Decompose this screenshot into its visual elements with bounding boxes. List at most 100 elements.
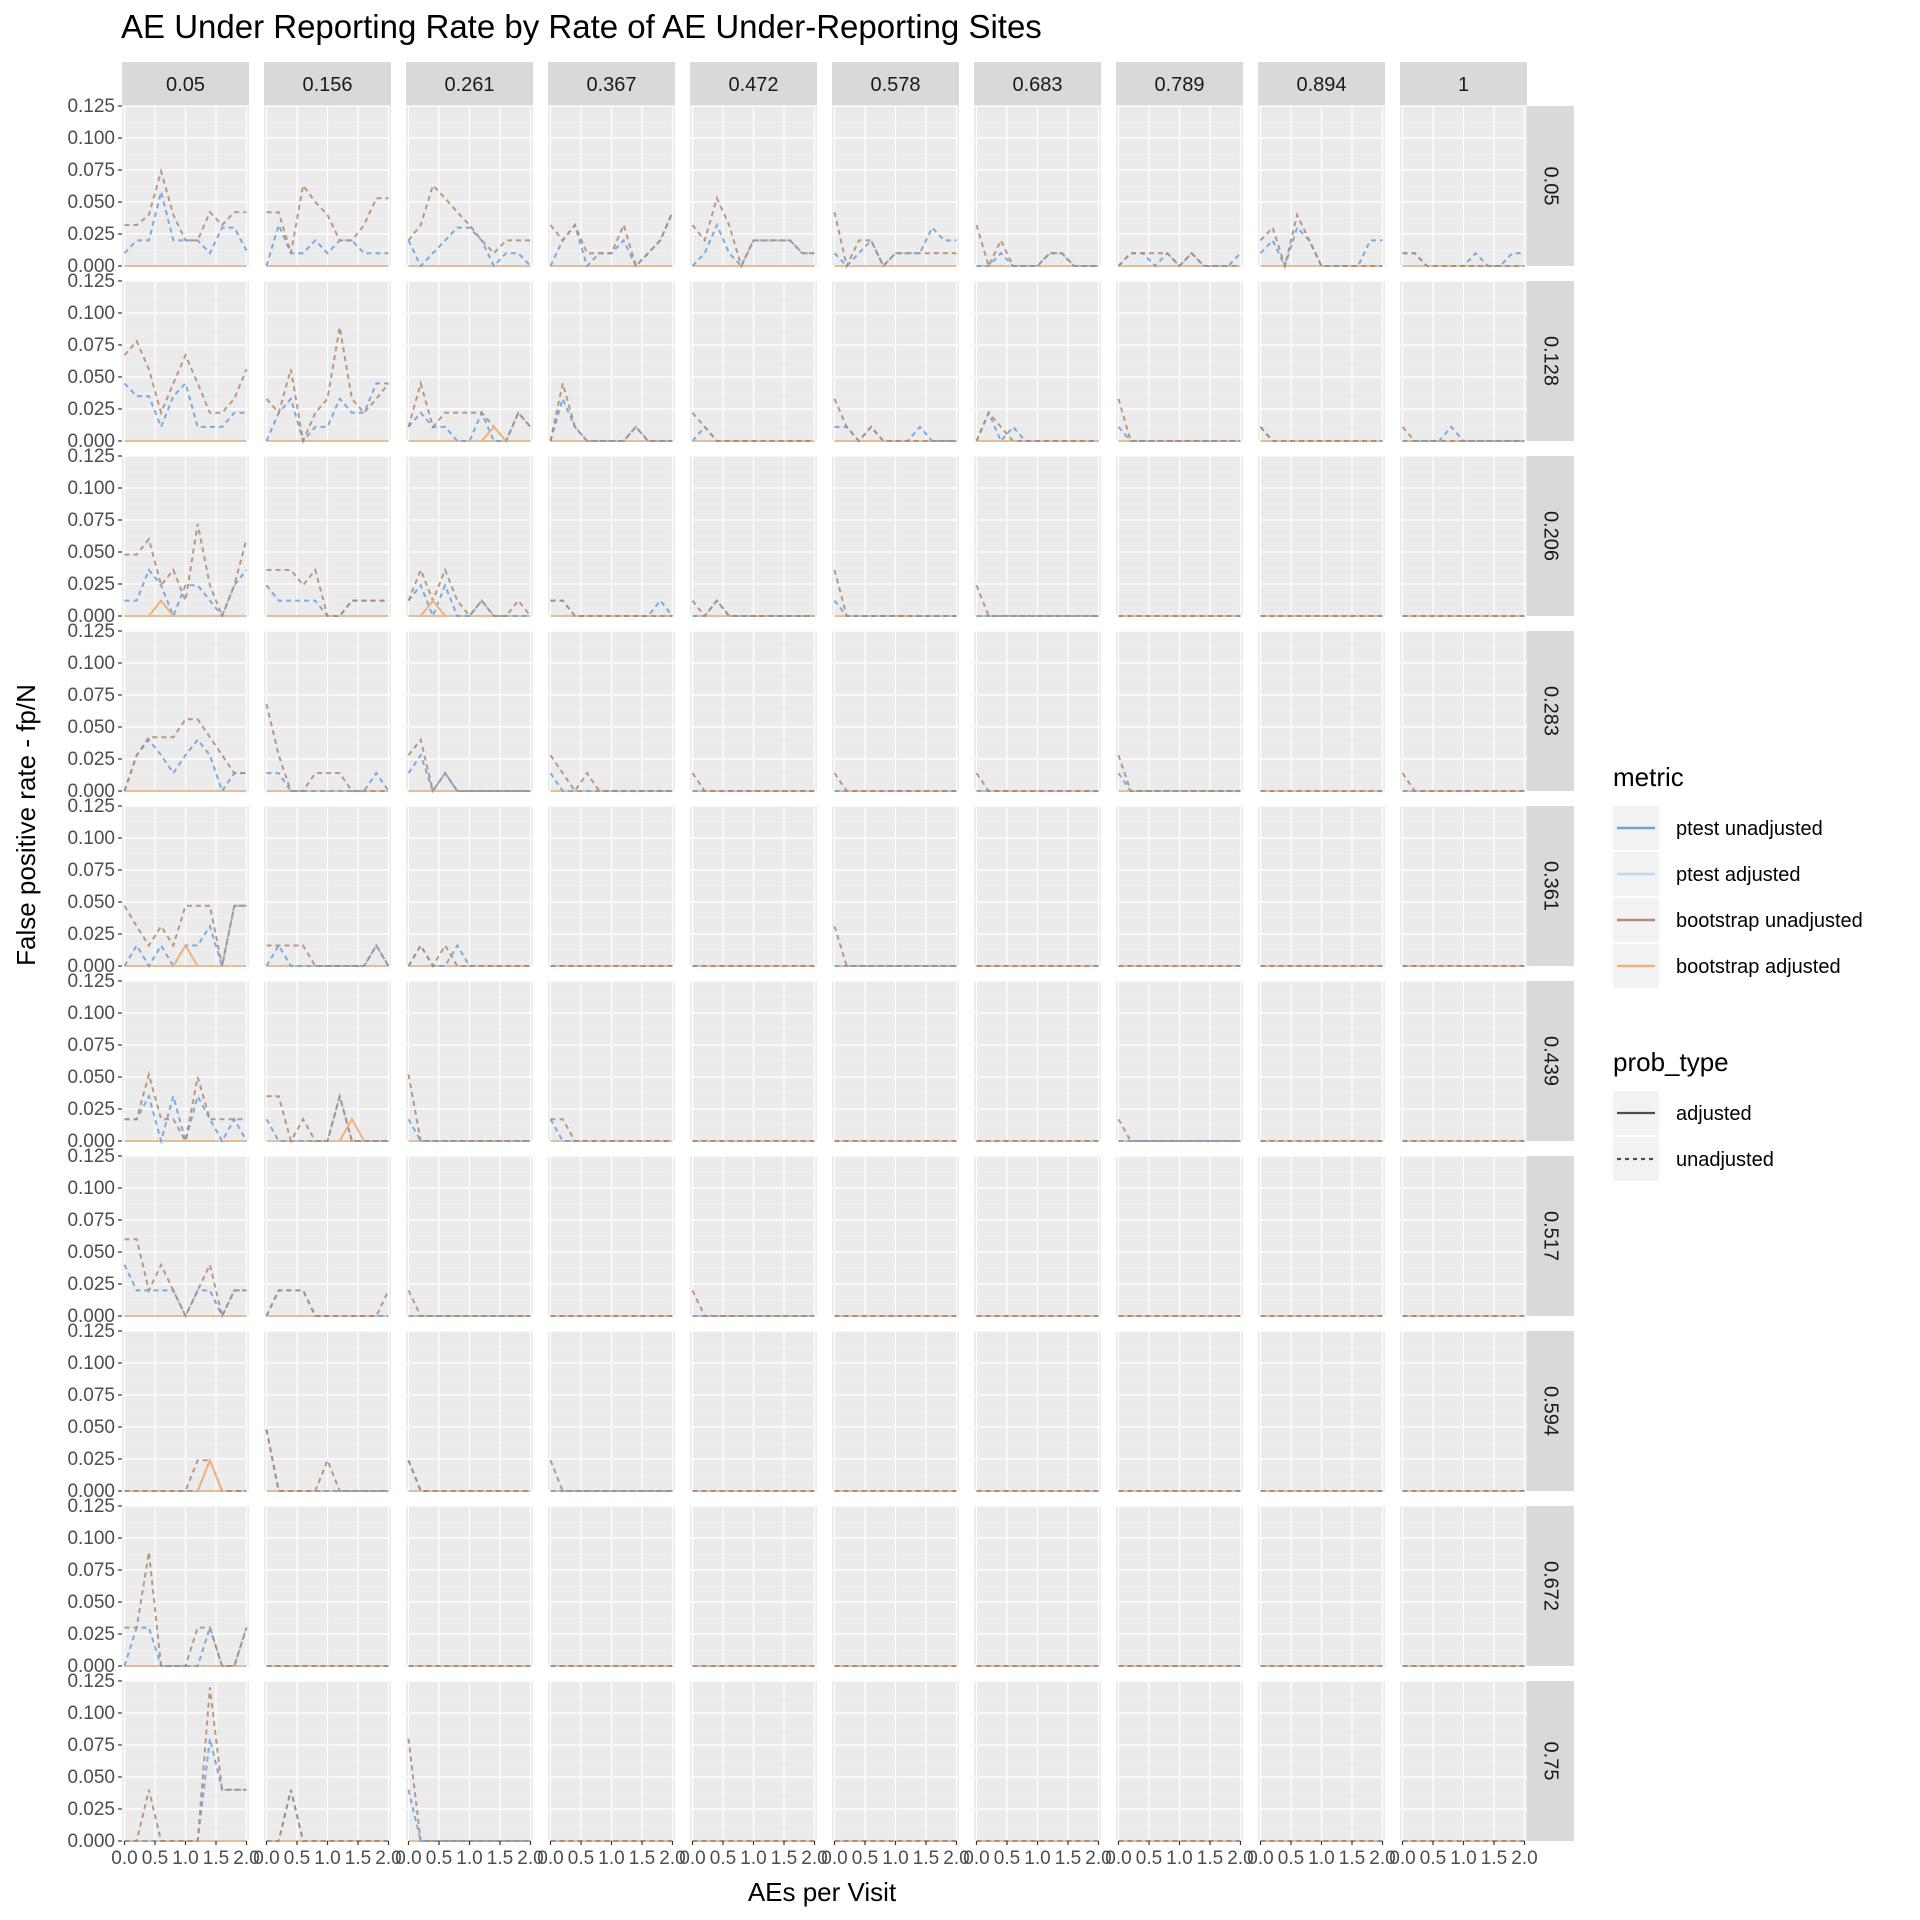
facet-panel [1400,1155,1527,1317]
facet-panel [690,280,817,442]
facet-panel [1258,805,1385,967]
x-tick-label: 1.0 [314,1848,340,1869]
metric-legend: metric ptest unadjusted ptest adjusted boo… [1613,762,1863,988]
series-bootstrap-unadjusted [407,1459,531,1492]
x-tick-label: 0.0 [395,1848,421,1869]
y-tick-label: 0.125 [67,971,115,992]
facet-panel [548,455,675,617]
y-tick-label: 0.000 [67,1131,115,1152]
x-tick-label: 1.5 [1481,1848,1507,1869]
facet-panel [1258,455,1385,617]
facet-panel [1400,1680,1527,1842]
x-tick-label: 1.0 [456,1848,482,1869]
series-bootstrap-unadjusted [1259,426,1383,442]
series-bootstrap-unadjusted [407,1074,531,1142]
x-tick-label: 1.0 [882,1848,908,1869]
facet-axes: 0.000 0.025 0.050 0.075 0.100 0.125 0.000 0.025… [67,96,1537,1869]
y-tick-label: 0.050 [67,1767,115,1788]
facet-panel [264,1505,391,1667]
x-tick-label: 0.5 [1278,1848,1304,1869]
series-ptest-unadjusted [124,1738,247,1842]
series-bootstrap-unadjusted [1401,772,1525,792]
x-tick-label: 1.0 [1450,1848,1476,1869]
x-tick-label: 1.5 [1055,1848,1081,1869]
series-bootstrap-unadjusted [691,195,815,269]
y-tick-label: 0.100 [67,1003,115,1024]
x-tick-label: 0.5 [426,1848,452,1869]
row-strip [1527,981,1574,1141]
series-bootstrap-unadjusted [266,182,389,254]
facet-panel [1400,630,1527,792]
series-bootstrap-unadjusted [124,523,248,619]
x-tick-label: 1.0 [1166,1848,1192,1869]
x-tick-label: 1.5 [1339,1848,1365,1869]
x-tick-label: 0.5 [852,1848,878,1869]
facet-panel [406,455,533,619]
series-bootstrap-unadjusted [407,379,532,443]
series-bootstrap-unadjusted [1117,1118,1241,1142]
y-tick-label: 0.075 [67,510,115,531]
facet-panels: 0.05 0.156 0.261 0.367 0.472 0.578 0.683 0.789 0… [122,62,1574,1842]
facet-panel [264,1680,391,1842]
facet-panel [122,1155,249,1319]
series-bootstrap-unadjusted [550,599,673,617]
col-strip-label: 0.472 [728,74,778,96]
facet-panel [974,105,1101,269]
facet-panel [690,1680,817,1842]
series-bootstrap-unadjusted [550,1118,673,1142]
series-bootstrap-unadjusted [691,412,815,442]
x-tick-label: 1.5 [345,1848,371,1869]
facet-panel [974,1155,1101,1317]
facet-panel [1116,1505,1243,1667]
facet-panel [264,455,391,617]
series-bootstrap-adjusted-bump [419,598,446,617]
metric-legend-item: bootstrap adjusted [1613,944,1841,988]
col-strip [264,62,391,106]
facet-panel [1258,105,1385,270]
facet-panel [548,1155,675,1317]
row-strip [1527,456,1574,616]
col-strip-label: 0.789 [1154,74,1204,96]
y-tick-label: 0.000 [67,1831,115,1852]
facet-panel [1258,630,1385,792]
facet-panel [690,1505,817,1667]
facet-panel [264,980,391,1144]
facet-panel [406,1330,533,1492]
y-tick-label: 0.125 [67,1671,115,1692]
facet-panel [974,805,1101,967]
series-bootstrap-unadjusted [265,1429,389,1492]
y-tick-label: 0.100 [67,1353,115,1374]
series-ptest-unadjusted [691,222,815,268]
x-tick-label: 1.5 [203,1848,229,1869]
facet-panel [548,105,675,268]
y-tick-label: 0.025 [67,224,115,245]
facet-panel [406,630,533,794]
metric-legend-item: ptest unadjusted [1613,806,1823,850]
x-tick-label: 1.0 [1024,1848,1050,1869]
facet-panel [548,805,675,967]
y-tick-label: 0.025 [67,574,115,595]
series-bootstrap-unadjusted [1401,426,1525,442]
col-strip [1258,62,1385,106]
y-tick-label: 0.100 [67,1528,115,1549]
row-strip [1527,1331,1574,1491]
y-tick-label: 0.075 [67,1035,115,1056]
y-tick-label: 0.000 [67,781,115,802]
series-bootstrap-unadjusted [266,943,390,967]
facet-panel [406,1505,533,1667]
col-strip [406,62,533,106]
metric-legend-item: bootstrap unadjusted [1613,898,1863,942]
row-strip [1527,1506,1574,1666]
y-tick-label: 0.000 [67,431,115,452]
x-tick-label: 1.5 [913,1848,939,1869]
series-bootstrap-unadjusted [265,326,390,445]
facet-panel [1116,1330,1243,1492]
x-tick-label: 0.0 [253,1848,279,1869]
y-tick-label: 0.025 [67,1799,115,1820]
facet-panel [1116,630,1243,792]
series-bootstrap-unadjusted [833,398,957,443]
row-strip [1527,1156,1574,1316]
series-bootstrap-unadjusted [975,410,1099,442]
row-strip [1527,106,1574,266]
y-tick-label: 0.100 [67,653,115,674]
